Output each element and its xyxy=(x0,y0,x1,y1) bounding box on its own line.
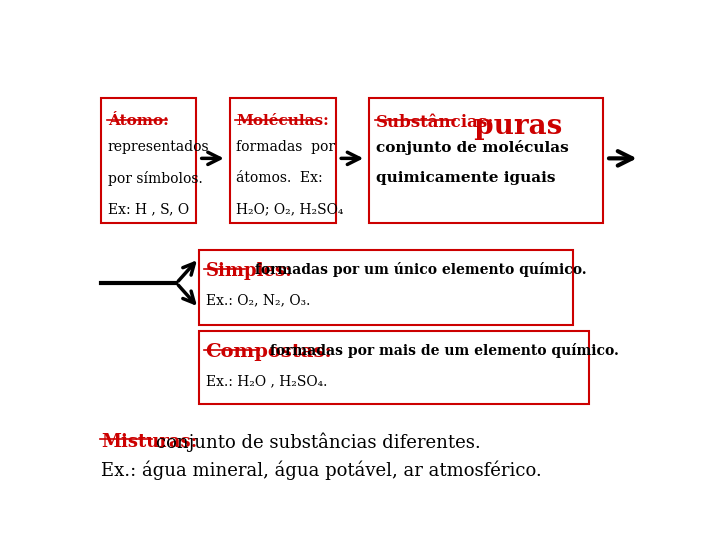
Text: conjunto de substâncias diferentes.: conjunto de substâncias diferentes. xyxy=(156,433,480,453)
Text: por símbolos.: por símbolos. xyxy=(108,171,202,186)
Text: átomos.  Ex:: átomos. Ex: xyxy=(236,171,323,185)
Text: Simples:: Simples: xyxy=(205,262,292,280)
Text: Ex.: água mineral, água potável, ar atmosférico.: Ex.: água mineral, água potável, ar atmo… xyxy=(101,461,542,480)
Text: H₂O; O₂, H₂SO₄: H₂O; O₂, H₂SO₄ xyxy=(236,202,343,216)
FancyBboxPatch shape xyxy=(199,250,572,325)
Text: Ex.: H₂O , H₂SO₄.: Ex.: H₂O , H₂SO₄. xyxy=(205,375,327,389)
FancyBboxPatch shape xyxy=(199,331,590,404)
Text: Substâncias:: Substâncias: xyxy=(376,114,494,131)
Text: representados: representados xyxy=(108,140,210,154)
Text: puras: puras xyxy=(456,113,563,140)
FancyBboxPatch shape xyxy=(101,98,196,223)
Text: Compostas:: Compostas: xyxy=(205,343,332,361)
Text: Ex.: O₂, N₂, O₃.: Ex.: O₂, N₂, O₃. xyxy=(205,294,310,307)
FancyBboxPatch shape xyxy=(369,98,603,223)
Text: formadas  por: formadas por xyxy=(236,140,336,154)
Text: conjunto de moléculas: conjunto de moléculas xyxy=(376,140,569,154)
Text: Misturas:: Misturas: xyxy=(101,433,197,451)
FancyBboxPatch shape xyxy=(230,98,336,223)
Text: quimicamente iguais: quimicamente iguais xyxy=(376,171,555,185)
Text: formadas por um único elemento químico.: formadas por um único elemento químico. xyxy=(250,262,587,278)
Text: Moléculas:: Moléculas: xyxy=(236,114,329,128)
Text: formadas por mais de um elemento químico.: formadas por mais de um elemento químico… xyxy=(265,343,618,359)
Text: Ex: H , S, O: Ex: H , S, O xyxy=(108,202,189,216)
Text: Átomo:: Átomo: xyxy=(108,114,168,128)
